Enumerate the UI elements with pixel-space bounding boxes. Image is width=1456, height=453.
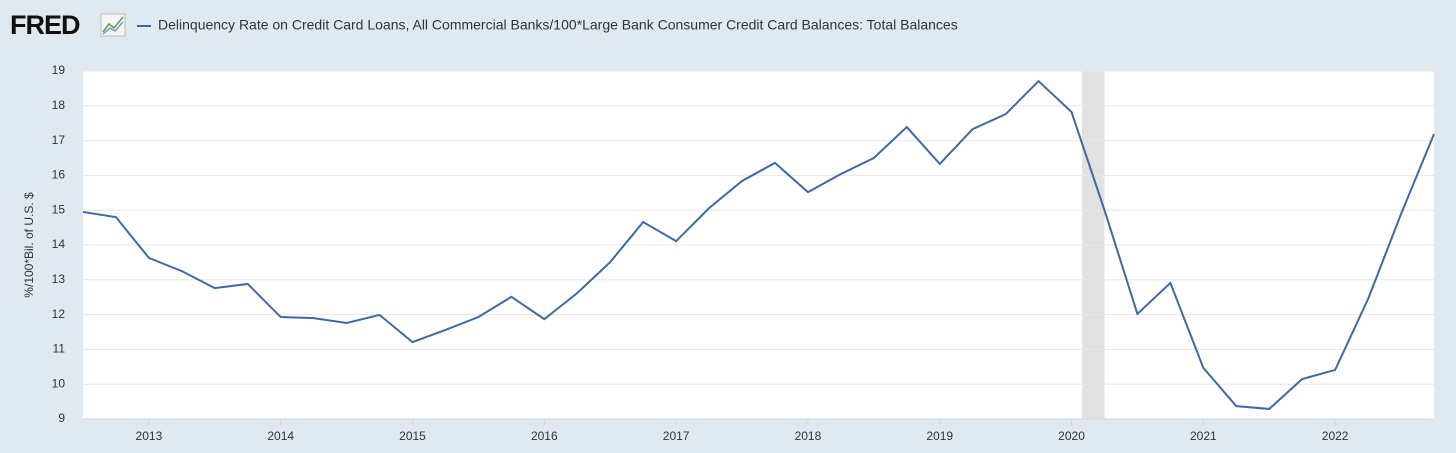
y-axis-label: %/100*Bil. of U.S. $ [22, 192, 36, 298]
legend-label: Delinquency Rate on Credit Card Loans, A… [158, 17, 958, 33]
x-tick-label: 2018 [795, 429, 822, 443]
y-tick-label: 17 [52, 133, 66, 147]
logo-icon [100, 13, 126, 37]
x-tick-label: 2016 [531, 429, 558, 443]
x-tick-label: 2022 [1322, 429, 1349, 443]
x-tick-label: 2019 [926, 429, 953, 443]
y-tick-label: 12 [52, 307, 66, 321]
y-tick-label: 13 [52, 272, 66, 286]
y-tick-label: 19 [52, 63, 66, 77]
x-tick-label: 2020 [1058, 429, 1085, 443]
logo: FRED [10, 10, 80, 40]
y-tick-label: 18 [52, 98, 66, 112]
x-tick-label: 2014 [267, 429, 294, 443]
y-tick-label: 15 [52, 202, 66, 216]
y-tick-label: 10 [52, 376, 66, 390]
y-tick-label: 14 [52, 237, 66, 251]
y-tick-label: 9 [58, 411, 65, 425]
x-tick-label: 2015 [399, 429, 426, 443]
y-tick-label: 16 [52, 168, 66, 182]
x-tick-label: 2013 [136, 429, 163, 443]
x-tick-label: 2017 [663, 429, 690, 443]
x-tick-label: 2021 [1190, 429, 1217, 443]
series-line [82, 79, 1435, 410]
y-tick-label: 11 [53, 342, 66, 356]
